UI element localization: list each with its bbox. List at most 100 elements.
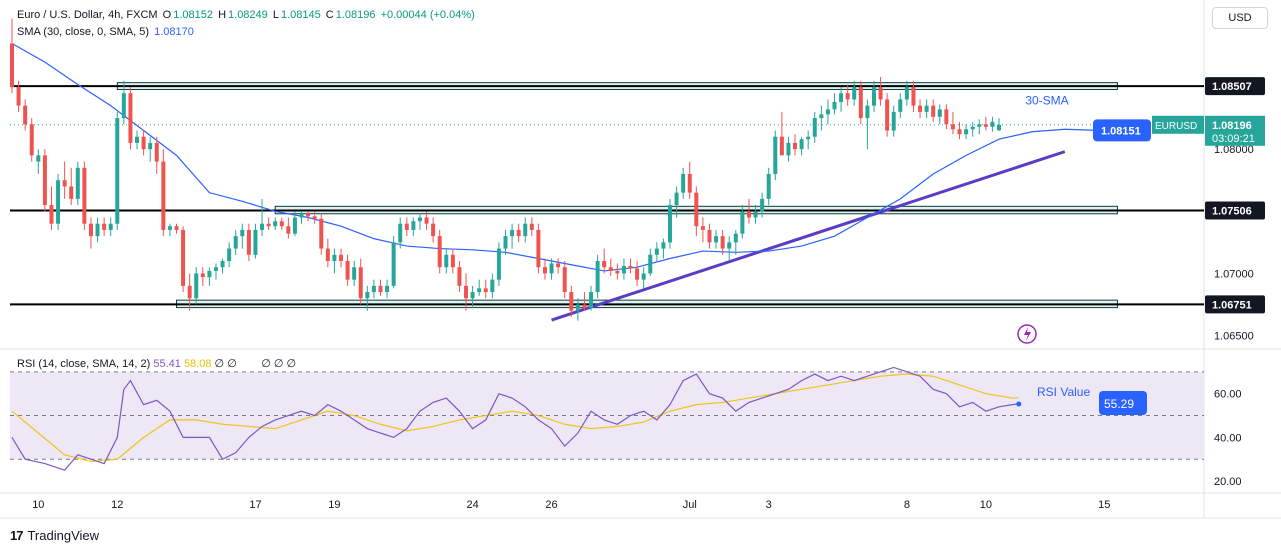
candle-body	[444, 254, 449, 268]
candle-body	[286, 226, 291, 234]
candle-body	[102, 223, 107, 230]
rsi-legend-label: RSI (14, close, SMA, 14, 2)	[17, 358, 151, 370]
close-label: C	[325, 9, 334, 21]
candle-body	[174, 226, 179, 230]
candle-body	[10, 43, 14, 87]
time-tick-label: 10	[980, 499, 992, 511]
time-tick-label: 26	[545, 499, 557, 511]
candle-body	[227, 248, 232, 261]
candle-body	[194, 273, 199, 299]
high-label: H	[218, 9, 227, 21]
candle-body	[240, 229, 245, 237]
candle-body	[417, 217, 422, 222]
candle-body	[944, 109, 949, 125]
level-price-label: 1.08507	[1212, 81, 1252, 93]
tradingview-logo-icon: 17	[10, 528, 24, 543]
time-tick-label: 10	[32, 499, 44, 511]
candle-body	[661, 242, 666, 249]
candle-body	[733, 233, 738, 243]
candle-body	[687, 174, 692, 193]
rsi-line[interactable]	[11, 366, 1019, 471]
candle-body	[950, 124, 955, 130]
rsi-tick-label: 20.00	[1214, 476, 1242, 488]
candle-body	[562, 267, 567, 293]
brand-label: TradingView	[27, 528, 100, 543]
candle-body	[260, 223, 265, 230]
candle-body	[970, 126, 975, 130]
candle-body	[740, 211, 745, 234]
candle-body	[431, 223, 436, 237]
rsi-legend[interactable]: RSI (14, close, SMA, 14, 2) 55.41 58.08 …	[17, 357, 296, 370]
candle-body	[339, 254, 343, 261]
open-value: 1.08152	[173, 9, 213, 21]
rsi-tick-label: 40.00	[1214, 432, 1242, 444]
candle-body	[56, 180, 61, 224]
rsi-extra-3: ∅	[261, 358, 271, 370]
candle-body	[918, 105, 923, 112]
candle-body	[845, 93, 850, 100]
rsi-value-tag-label: 55.29	[1104, 397, 1134, 411]
currency-button[interactable]: USD	[1212, 7, 1268, 29]
rsi-last-point	[1016, 401, 1022, 407]
candle-body	[16, 87, 21, 106]
candle-body	[714, 236, 719, 243]
rsi-value-tag	[1099, 391, 1147, 415]
candle-body	[279, 221, 284, 227]
candle-body	[621, 265, 626, 274]
level-price-label: 1.07506	[1212, 206, 1252, 218]
time-tick-label: 15	[1098, 499, 1110, 511]
lightning-icon[interactable]	[1017, 324, 1037, 344]
candle-body	[108, 223, 113, 230]
rsi-sma-legend-value: 58.08	[183, 358, 212, 370]
candle-body	[450, 254, 455, 268]
candle-body	[516, 229, 521, 237]
candle-body	[812, 118, 817, 137]
candle-body	[503, 236, 508, 249]
candle-body	[556, 263, 561, 268]
price-tick-label: 1.08000	[1214, 144, 1254, 156]
candle-body	[681, 174, 686, 193]
rsi-extra-4: ∅	[273, 358, 284, 370]
candle-body	[148, 142, 153, 150]
candle-body	[49, 205, 54, 224]
rsi-sma-line[interactable]	[11, 373, 1019, 463]
candle-body	[753, 211, 758, 218]
level-price-tag	[1205, 77, 1265, 96]
candle-body	[325, 248, 330, 261]
candle-body	[424, 217, 429, 224]
candle-body	[306, 213, 311, 217]
level-price-label: 1.06751	[1212, 299, 1252, 311]
candle-body	[997, 124, 1001, 131]
candle-body	[549, 263, 554, 274]
candle-body	[707, 229, 712, 243]
bar-countdown-label: 03:09:21	[1212, 133, 1255, 145]
candle-body	[641, 273, 646, 280]
candle-body	[911, 87, 916, 106]
candle-body	[75, 167, 80, 199]
candle-body	[470, 292, 475, 299]
ascending-trendline[interactable]	[551, 150, 1066, 322]
tradingview-brand[interactable]: 17 TradingView	[10, 528, 99, 543]
candle-body	[964, 129, 969, 135]
candle-body	[82, 167, 87, 224]
sma-legend[interactable]: SMA (30, close, 0, SMA, 5) 1.08170	[17, 26, 196, 38]
sma-annotation-label: 30-SMA	[1025, 93, 1068, 107]
candle-body	[852, 87, 857, 100]
sma-legend-value: 1.08170	[154, 26, 194, 38]
candle-body	[595, 261, 600, 293]
candle-body	[582, 304, 587, 309]
candle-body	[319, 218, 324, 249]
close-value: 1.08196	[335, 9, 376, 21]
sma-line[interactable]	[11, 42, 1098, 272]
candle-body	[220, 261, 225, 268]
candle-body	[128, 93, 133, 143]
candle-body	[760, 198, 765, 212]
candle-body	[115, 118, 120, 224]
symbol-tag-label: EURUSD	[1155, 121, 1197, 132]
rsi-extra-1: ∅	[214, 358, 225, 370]
candle-body	[542, 267, 547, 274]
candle-body	[161, 161, 166, 230]
change-value: +0.00044 (+0.04%)	[380, 9, 475, 21]
candle-body	[819, 114, 824, 119]
